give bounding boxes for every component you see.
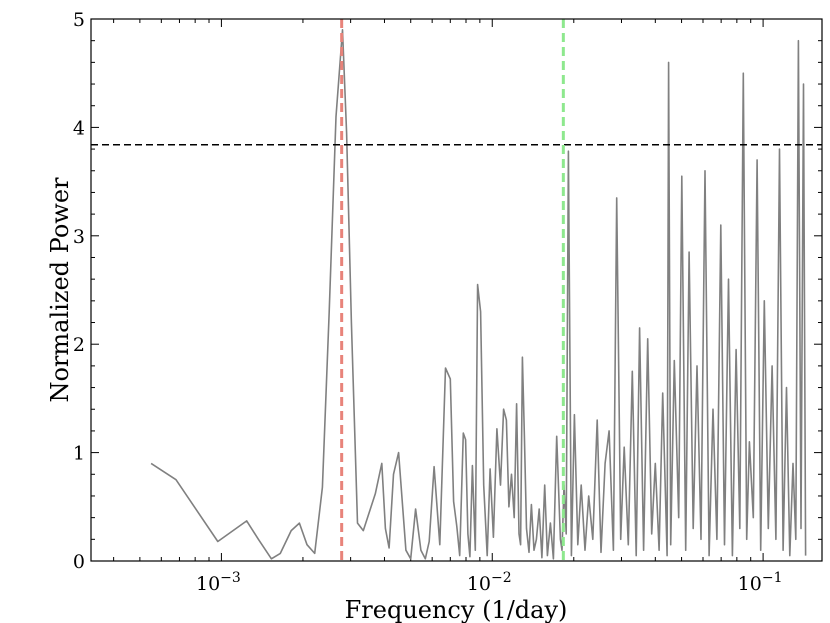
plot-background xyxy=(91,19,822,561)
y-tick-label: 3 xyxy=(73,226,85,248)
x-tick-label: 10−1 xyxy=(738,570,783,595)
x-tick-label: 10−3 xyxy=(196,570,241,595)
y-tick-label: 4 xyxy=(73,117,85,139)
y-tick-label: 0 xyxy=(73,551,85,573)
x-tick-label: 10−2 xyxy=(467,570,512,595)
y-axis-title: Normalized Power xyxy=(46,177,74,403)
reference-lines xyxy=(91,19,822,561)
y-tick-label: 1 xyxy=(73,443,85,465)
tick-labels: 10−3 10−2 10−1 0 1 2 3 4 5 xyxy=(73,9,783,595)
y-tick-label: 5 xyxy=(73,9,85,31)
series-group xyxy=(150,28,807,560)
y-tick-label: 2 xyxy=(73,334,85,356)
power-series-line xyxy=(150,28,807,560)
plot-frame xyxy=(90,18,823,562)
x-axis-title: Frequency (1/day) xyxy=(345,596,568,623)
minor-ticks xyxy=(91,19,822,561)
